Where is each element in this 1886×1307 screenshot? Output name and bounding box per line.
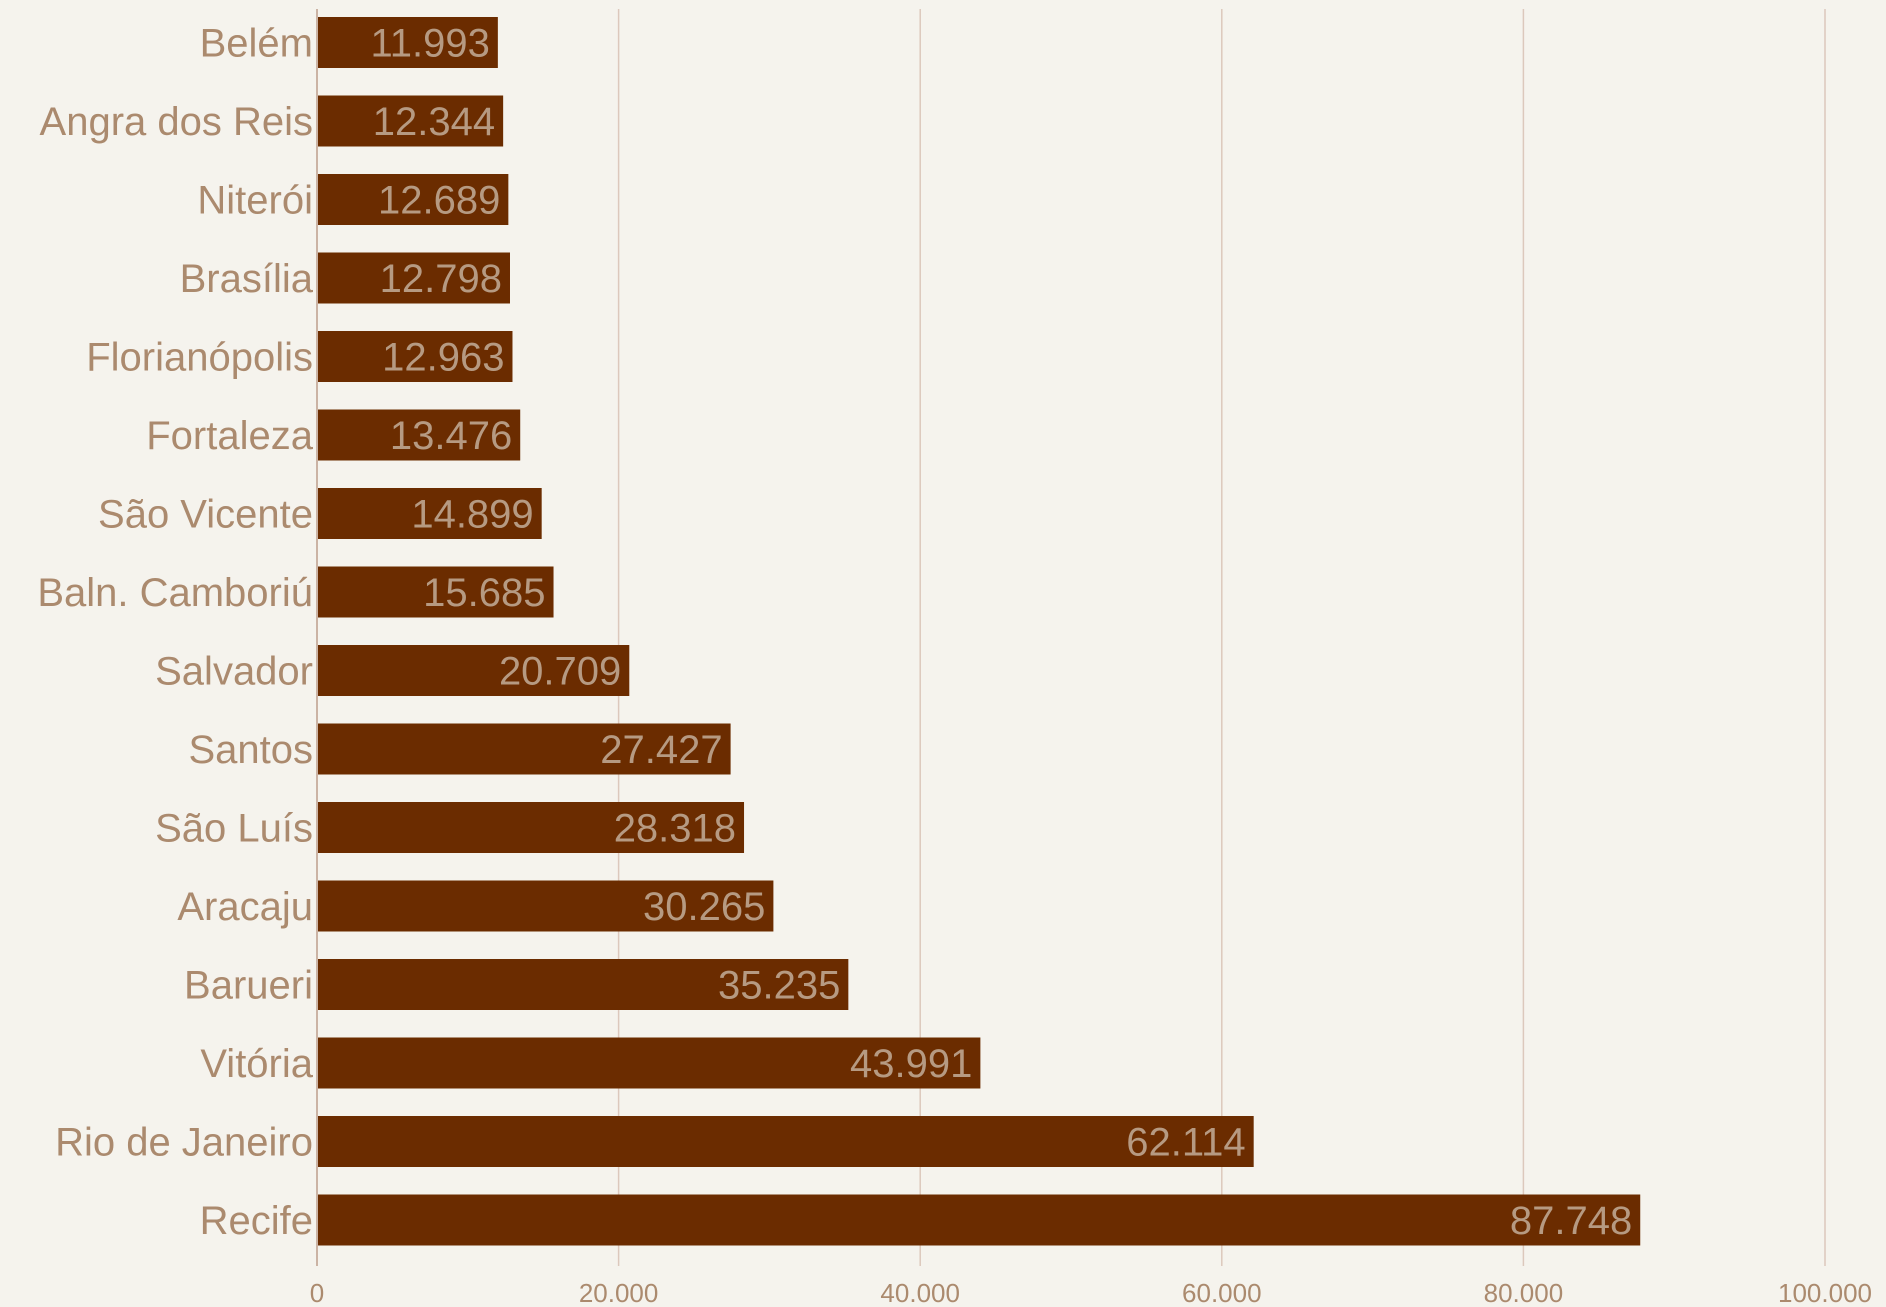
category-label: Barueri	[184, 964, 313, 1008]
category-label: Belém	[200, 22, 313, 66]
category-label: Santos	[188, 728, 313, 772]
data-label: 13.476	[390, 414, 512, 458]
data-label: 30.265	[643, 885, 765, 929]
data-label: 12.963	[382, 336, 504, 380]
category-label: São Vicente	[98, 493, 313, 537]
bar	[317, 880, 774, 932]
data-label: 12.798	[380, 257, 502, 301]
category-label: Florianópolis	[86, 336, 313, 380]
labels: 0 20.000 40.000 60.000 80.000 100.000 Belém 11.…	[37, 22, 1872, 1307]
data-label: 35.235	[718, 964, 840, 1008]
category-label: Aracaju	[177, 885, 313, 929]
bar	[317, 959, 849, 1010]
bar	[317, 488, 542, 539]
x-tick-label: 40.000	[880, 1278, 960, 1307]
data-label: 11.993	[370, 22, 489, 66]
bar	[317, 252, 510, 304]
data-label: 12.344	[373, 100, 495, 144]
bar	[317, 409, 521, 461]
category-label: Salvador	[155, 650, 313, 694]
bars	[317, 17, 1641, 1246]
bar	[317, 174, 509, 225]
data-label: 28.318	[614, 807, 736, 851]
category-label: Brasília	[180, 257, 314, 301]
category-label: Angra dos Reis	[40, 100, 313, 144]
x-tick-label: 0	[310, 1278, 324, 1307]
bar	[317, 566, 554, 618]
bar	[317, 1194, 1641, 1246]
data-label: 15.685	[423, 571, 545, 615]
category-label: São Luís	[155, 807, 313, 851]
data-label: 27.427	[600, 728, 722, 772]
data-label: 87.748	[1510, 1199, 1632, 1243]
bar	[317, 1116, 1254, 1167]
bar	[317, 17, 498, 68]
bar	[317, 723, 731, 775]
x-tick-label: 60.000	[1182, 1278, 1262, 1307]
x-tick-label: 20.000	[579, 1278, 659, 1307]
category-label: Fortaleza	[146, 414, 313, 458]
data-label: 62.114	[1126, 1121, 1245, 1165]
category-label: Rio de Janeiro	[55, 1121, 313, 1165]
category-label: Baln. Camboriú	[37, 571, 313, 615]
bar	[317, 802, 745, 853]
category-label: Niterói	[197, 179, 313, 223]
data-label: 12.689	[378, 179, 500, 223]
data-label: 20.709	[499, 650, 621, 694]
data-label: 43.991	[850, 1042, 972, 1086]
bar	[317, 95, 504, 147]
category-label: Recife	[200, 1199, 313, 1243]
x-tick-label: 100.000	[1778, 1278, 1872, 1307]
data-label: 14.899	[411, 493, 533, 537]
bar	[317, 331, 513, 382]
bar	[317, 645, 630, 696]
x-tick-label: 80.000	[1484, 1278, 1564, 1307]
category-label: Vitória	[200, 1042, 313, 1086]
bar	[317, 1037, 981, 1089]
